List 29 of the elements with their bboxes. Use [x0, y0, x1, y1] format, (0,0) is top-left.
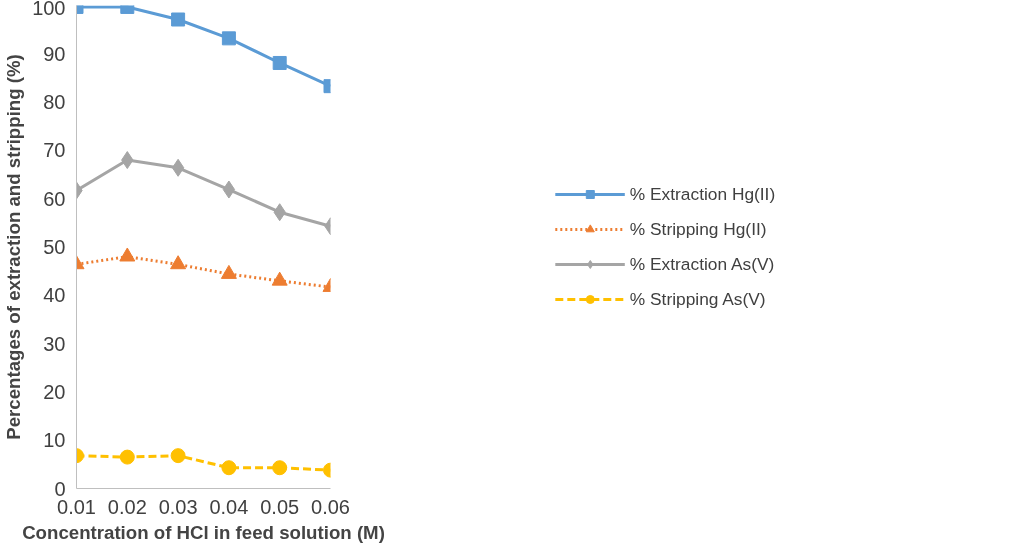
legend-label: % Stripping Hg(II) [629, 218, 767, 240]
point [171, 12, 186, 27]
x-tick-label: 0.05 [260, 495, 300, 518]
y-tick-label: 10 [43, 429, 66, 452]
x-tick-label: 0.04 [209, 495, 249, 518]
y-tick-label: 90 [43, 42, 66, 65]
x-tick-label: 0.02 [107, 495, 147, 518]
y-tick-label: 40 [43, 284, 66, 307]
point [221, 460, 237, 476]
y-tick-label: 20 [43, 380, 66, 403]
point [272, 55, 287, 70]
point [222, 180, 236, 199]
point [272, 460, 288, 476]
y-tick-label: 30 [43, 332, 66, 355]
y-tick-label: 50 [43, 236, 66, 258]
x-axis-title: Concentration of HCl in feed solution (M) [22, 521, 385, 543]
point [170, 448, 186, 464]
y-tick-label: 70 [43, 139, 66, 162]
x-tick-label: 0.03 [158, 495, 198, 518]
y-axis-title: Percentages of extraction and stripping (%) [3, 54, 25, 440]
x-tick-label: 0.06 [311, 495, 350, 518]
point [171, 158, 185, 177]
y-tick-label: 80 [43, 91, 66, 114]
y-tick-label: 100 [32, 0, 66, 19]
point [221, 31, 236, 46]
y-tick-label: 60 [43, 187, 66, 210]
legend-label: % Stripping As(V) [629, 288, 766, 310]
legend-label: % Extraction Hg(II) [629, 183, 776, 205]
legend-label: % Extraction As(V) [629, 253, 775, 275]
